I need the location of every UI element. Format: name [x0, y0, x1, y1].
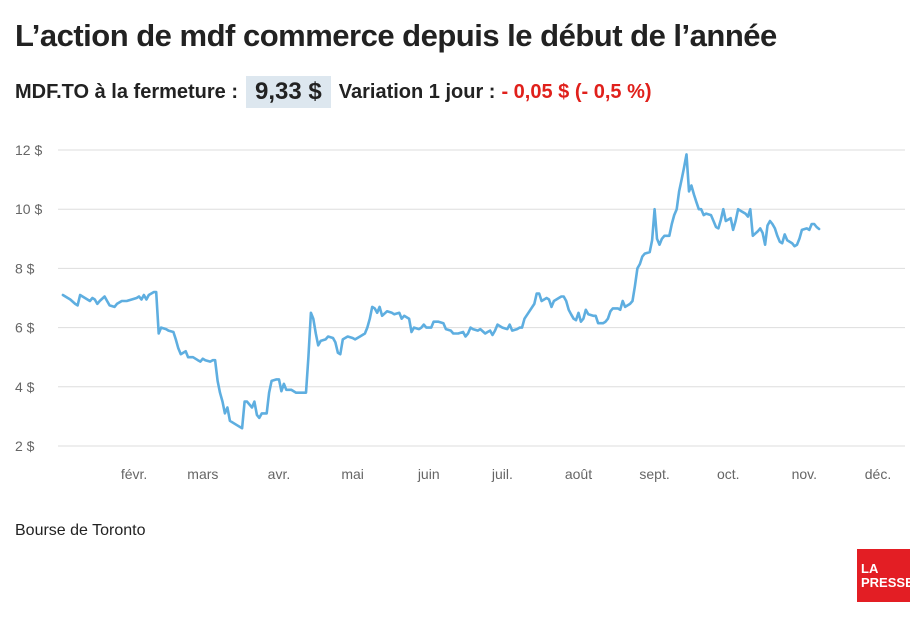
closing-price: 9,33 $ — [246, 76, 331, 108]
y-tick-label: 4 $ — [15, 379, 35, 395]
x-tick-label: avr. — [268, 466, 291, 482]
y-tick-label: 12 $ — [15, 142, 42, 158]
x-tick-label: oct. — [717, 466, 740, 482]
stock-line-chart: 12 $ 10 $ 8 $ 6 $ 4 $ 2 $ févr. mars avr. mai juin… — [15, 142, 905, 482]
x-tick-label: nov. — [792, 466, 817, 482]
y-tick-label: 8 $ — [15, 260, 35, 276]
y-tick-label: 6 $ — [15, 320, 35, 336]
price-series-line — [61, 153, 821, 430]
variation-value: - 0,05 $ (- 0,5 %) — [501, 80, 652, 103]
x-tick-label: août — [565, 466, 592, 482]
x-tick-label: mars — [187, 466, 218, 482]
chart-title: L’action de mdf commerce depuis le début… — [15, 18, 777, 53]
subtitle-row: MDF.TO à la fermeture : 9,33 $ Variation… — [15, 74, 652, 110]
y-tick-label: 2 $ — [15, 438, 35, 454]
logo-line-1: LA — [861, 560, 879, 576]
y-tick-label: 10 $ — [15, 201, 42, 217]
source-note: Bourse de Toronto — [15, 522, 146, 539]
x-tick-label: mai — [341, 466, 364, 482]
x-tick-label: févr. — [121, 466, 147, 482]
logo-line-2: PRESSE — [861, 574, 914, 590]
x-tick-label: sept. — [639, 466, 669, 482]
x-tick-label: déc. — [865, 466, 891, 482]
variation-label: Variation 1 jour : — [338, 80, 496, 103]
ticker-label: MDF.TO à la fermeture : — [15, 80, 239, 103]
la-presse-logo: LA PRESSE — [857, 549, 914, 602]
x-tick-label: juil. — [491, 466, 513, 482]
x-tick-label: juin — [417, 466, 440, 482]
